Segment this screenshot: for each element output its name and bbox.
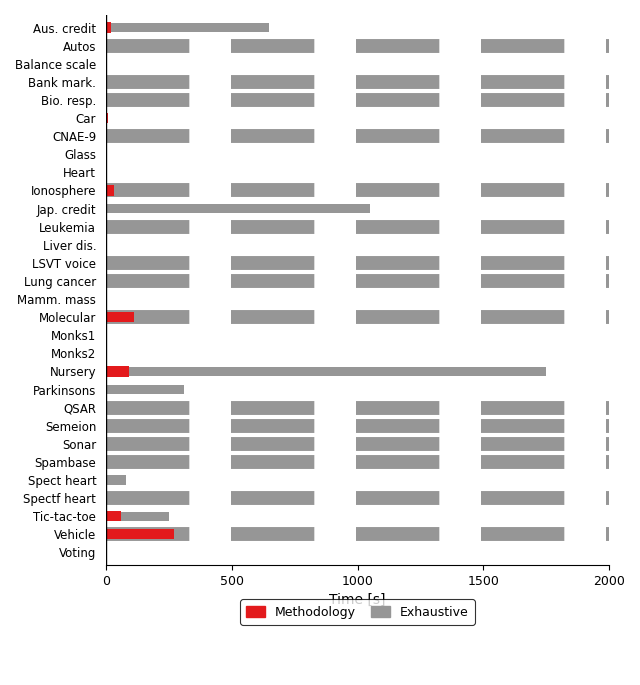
Bar <box>106 113 108 123</box>
Bar <box>106 385 184 394</box>
Legend: Methodology, Exhaustive: Methodology, Exhaustive <box>240 599 475 625</box>
Bar <box>106 511 121 521</box>
Bar <box>106 312 134 323</box>
Bar <box>106 185 113 196</box>
Bar <box>106 367 546 376</box>
Bar <box>106 457 107 467</box>
Bar <box>106 95 107 105</box>
Bar <box>106 23 269 32</box>
X-axis label: Time [s]: Time [s] <box>329 593 386 608</box>
Bar <box>106 529 174 540</box>
Bar <box>106 475 126 484</box>
Bar <box>106 366 129 377</box>
Bar <box>106 512 169 521</box>
Bar <box>106 23 111 33</box>
Bar <box>106 204 370 213</box>
